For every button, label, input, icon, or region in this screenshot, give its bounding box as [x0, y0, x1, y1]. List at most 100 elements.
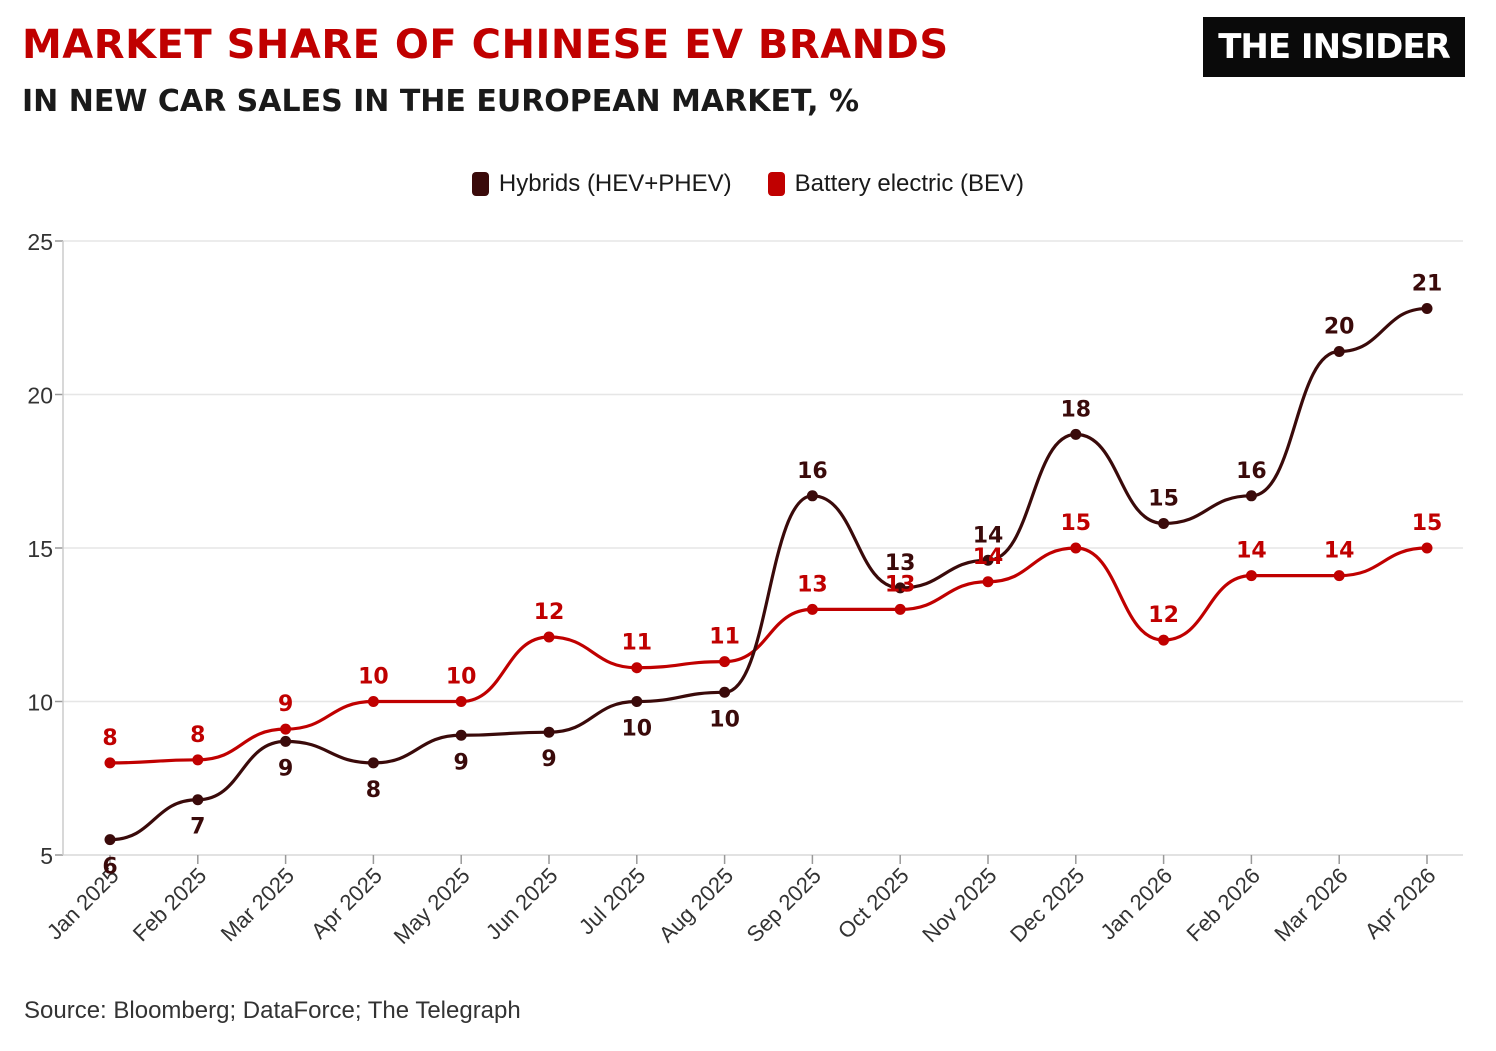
data-label-hybrids: 15: [1148, 486, 1179, 511]
chart-legend: Hybrids (HEV+PHEV) Battery electric (BEV…: [0, 170, 1496, 198]
data-point-hybrids: [1070, 428, 1082, 440]
data-point-bev: [1158, 634, 1170, 646]
data-point-bev: [104, 757, 116, 769]
legend-item-bev: Battery electric (BEV): [767, 170, 1025, 198]
data-label-hybrids: 16: [797, 459, 828, 484]
x-tick-label: Feb 2025: [128, 863, 211, 946]
x-axis: Jan 2025 Feb 2025 Mar 2025 Apr 2025 May 2025…: [42, 855, 1441, 949]
x-tick-label: Apr 2026: [1360, 863, 1441, 944]
data-label-bev: 8: [102, 726, 117, 751]
source-note: Source: Bloomberg; DataForce; The Telegr…: [24, 997, 521, 1024]
data-label-bev: 9: [278, 692, 293, 717]
data-label-bev: 11: [709, 625, 740, 650]
data-point-hybrids: [104, 834, 116, 846]
data-point-bev: [367, 696, 379, 707]
x-tick-label: Dec 2025: [1005, 863, 1089, 947]
data-label-hybrids: 14: [973, 523, 1004, 548]
data-point-hybrids: [1158, 517, 1170, 529]
data-point-bev: [1070, 542, 1082, 554]
data-label-hybrids: 20: [1324, 315, 1355, 340]
chart-subtitle: IN NEW CAR SALES IN THE EUROPEAN MARKET,…: [22, 84, 860, 119]
data-point-hybrids: [280, 735, 292, 747]
data-point-bev: [806, 603, 818, 615]
x-tick-label: Jan 2026: [1095, 863, 1177, 945]
series-points: [104, 303, 1433, 846]
y-tick-label: 25: [27, 229, 53, 255]
x-tick-label: Mar 2026: [1269, 863, 1352, 946]
data-label-bev: 8: [190, 723, 205, 748]
data-point-hybrids: [367, 757, 379, 769]
series-line-bev: [108, 546, 1429, 765]
data-point-hybrids: [1245, 490, 1257, 502]
x-tick-label: Feb 2026: [1182, 863, 1265, 946]
data-point-hybrids: [894, 582, 906, 594]
data-point-bev: [1245, 570, 1257, 582]
data-label-bev: 14: [1236, 539, 1267, 564]
data-label-hybrids: 9: [454, 750, 469, 775]
data-label-bev: 14: [973, 545, 1004, 570]
data-label-bev: 12: [534, 600, 565, 625]
data-label-hybrids: 10: [709, 707, 740, 732]
data-point-bev: [631, 662, 643, 674]
chart-grid: [63, 240, 1463, 856]
data-label-hybrids: 9: [278, 756, 293, 781]
data-point-bev: [719, 656, 731, 668]
data-label-bev: 15: [1060, 511, 1091, 536]
data-label-hybrids: 10: [621, 717, 652, 742]
series-line-hybrids: [108, 306, 1429, 842]
data-point-bev: [1333, 570, 1345, 582]
data-label-bev: 12: [1148, 603, 1179, 628]
data-point-bev: [455, 696, 467, 707]
data-label-bev: 14: [1324, 539, 1355, 564]
x-tick-label: Aug 2025: [654, 863, 738, 947]
data-point-hybrids: [631, 696, 643, 707]
x-tick-label: Nov 2025: [917, 863, 1001, 947]
data-point-hybrids: [719, 686, 731, 698]
data-label-bev: 10: [446, 665, 477, 690]
data-label-bev: 11: [621, 631, 652, 656]
x-tick-label: Mar 2025: [216, 863, 299, 946]
data-label-hybrids: 21: [1412, 272, 1443, 297]
data-label-hybrids: 18: [1060, 397, 1091, 422]
data-labels: 6878998109109121011101116131313141418151…: [102, 272, 1442, 880]
x-tick-label: May 2025: [389, 863, 475, 949]
data-point-hybrids: [543, 726, 555, 738]
chart-title: MARKET SHARE OF CHINESE EV BRANDS: [22, 22, 949, 68]
data-label-hybrids: 13: [885, 551, 916, 576]
y-tick-label: 20: [27, 383, 53, 409]
data-label-bev: 10: [358, 665, 389, 690]
data-label-bev: 13: [885, 572, 916, 597]
data-label-hybrids: 7: [190, 815, 205, 840]
data-point-hybrids: [982, 554, 994, 566]
x-tick-label: Apr 2025: [306, 863, 387, 944]
legend-swatch-bev: [767, 172, 785, 196]
brand-logo: THE INSIDER: [1203, 17, 1465, 77]
series-lines: [108, 306, 1429, 842]
data-point-hybrids: [1421, 303, 1433, 315]
data-label-bev: 15: [1412, 511, 1443, 536]
legend-label-hybrids: Hybrids (HEV+PHEV): [498, 170, 732, 197]
data-point-bev: [1421, 542, 1433, 554]
data-point-hybrids: [455, 729, 467, 741]
legend-label-bev: Battery electric (BEV): [794, 170, 1025, 197]
data-label-hybrids: 16: [1236, 459, 1267, 484]
x-tick-label: Sep 2025: [742, 863, 826, 947]
data-point-hybrids: [1333, 346, 1345, 358]
x-tick-label: Jul 2025: [574, 863, 651, 940]
data-label-hybrids: 8: [366, 778, 381, 803]
y-tick-label: 10: [27, 690, 53, 716]
data-label-hybrids: 9: [541, 747, 556, 772]
legend-item-hybrids: Hybrids (HEV+PHEV): [471, 170, 732, 198]
legend-swatch-hybrids: [471, 172, 489, 196]
data-label-hybrids: 6: [102, 855, 117, 880]
data-point-bev: [192, 754, 204, 766]
data-point-bev: [894, 603, 906, 615]
data-label-bev: 13: [797, 572, 828, 597]
data-point-bev: [982, 576, 994, 588]
x-tick-label: Jun 2025: [481, 863, 563, 945]
y-axis: 5 10 15 20 25: [27, 229, 64, 869]
data-point-bev: [280, 723, 292, 735]
data-point-hybrids: [806, 490, 818, 502]
y-tick-label: 15: [27, 536, 53, 562]
